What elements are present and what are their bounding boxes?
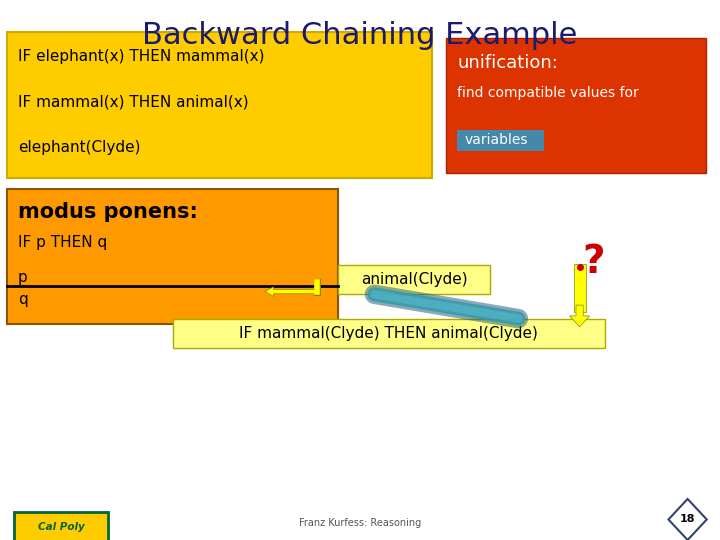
Text: animal(Clyde): animal(Clyde) — [361, 272, 467, 287]
Text: IF mammal(x) THEN animal(x): IF mammal(x) THEN animal(x) — [18, 94, 248, 110]
Text: Franz Kurfess: Reasoning: Franz Kurfess: Reasoning — [299, 518, 421, 528]
Text: Backward Chaining Example: Backward Chaining Example — [143, 21, 577, 50]
FancyBboxPatch shape — [173, 319, 605, 348]
FancyArrow shape — [265, 287, 317, 296]
Text: IF elephant(x) THEN mammal(x): IF elephant(x) THEN mammal(x) — [18, 49, 264, 64]
Text: Cal Poly: Cal Poly — [38, 522, 84, 531]
Text: find compatible values for: find compatible values for — [457, 86, 639, 100]
FancyBboxPatch shape — [446, 38, 706, 173]
Text: p: p — [18, 270, 28, 285]
Text: 18: 18 — [680, 515, 696, 524]
Text: variables: variables — [464, 133, 528, 147]
Polygon shape — [668, 499, 707, 540]
FancyBboxPatch shape — [7, 32, 432, 178]
FancyArrow shape — [570, 305, 590, 327]
Text: IF mammal(Clyde) THEN animal(Clyde): IF mammal(Clyde) THEN animal(Clyde) — [239, 326, 539, 341]
Text: elephant(Clyde): elephant(Clyde) — [18, 140, 140, 156]
FancyBboxPatch shape — [14, 512, 108, 540]
Text: ?: ? — [582, 243, 606, 281]
FancyBboxPatch shape — [457, 130, 544, 151]
Text: q: q — [18, 292, 28, 307]
Text: modus ponens:: modus ponens: — [18, 202, 198, 222]
Text: unification:: unification: — [457, 54, 558, 72]
FancyBboxPatch shape — [338, 265, 490, 294]
FancyBboxPatch shape — [7, 189, 338, 324]
Text: IF p THEN q: IF p THEN q — [18, 235, 107, 250]
